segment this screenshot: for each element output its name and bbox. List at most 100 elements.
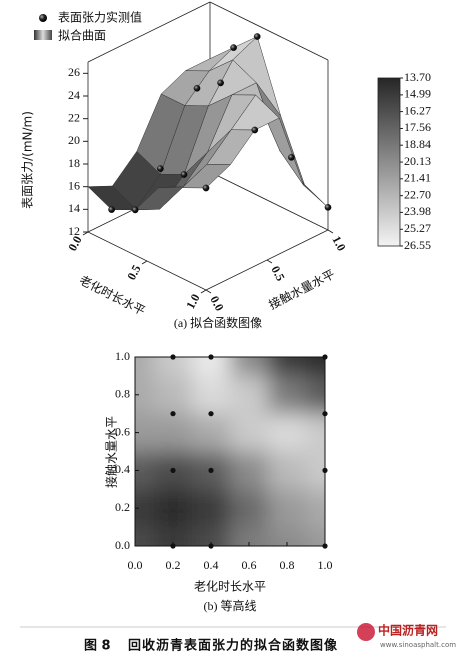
measured-point: [288, 153, 295, 161]
box-edge: [209, 1, 329, 61]
contour-cell: [268, 413, 306, 452]
contour-cell: [268, 451, 306, 490]
z-axis-label: 表面张力/(mN/m): [21, 111, 35, 209]
sample-point: [208, 467, 214, 473]
contour-cell: [192, 489, 230, 528]
contour-fill: [135, 357, 325, 546]
sample-point: [322, 354, 328, 360]
colorbar-tick-label: 21.41: [404, 171, 431, 185]
colorbar-tick-label: 14.99: [404, 87, 431, 101]
box-edge: [87, 1, 211, 63]
z-tick-label: 26: [68, 65, 80, 79]
subtitle: (a) 拟合函数图像: [174, 315, 262, 330]
colorbar-tick-label: 26.55: [404, 238, 431, 252]
measured-point: [180, 171, 188, 178]
surface-patch: [181, 164, 232, 189]
contour-cell: [230, 375, 268, 414]
contour-cell: [135, 527, 154, 546]
x-tick-label: 0.5: [124, 263, 143, 283]
watermark-url: www.sinoasphalt.com: [380, 641, 456, 649]
z-tick-label: 12: [68, 224, 80, 238]
sample-point: [170, 543, 176, 549]
colorbar-tick-label: 16.27: [404, 103, 431, 117]
contour-cell: [230, 357, 268, 376]
measured-point: [253, 33, 261, 40]
x-tick-label: 1.0: [183, 292, 202, 312]
y-tick: [327, 229, 334, 234]
x-tick-label: 0.8: [280, 558, 295, 572]
colorbar-tick-label: 18.84: [404, 137, 431, 151]
contour-cell: [192, 375, 230, 414]
contour-cell: [230, 413, 268, 452]
contour-cell: [192, 357, 230, 376]
z-tick-label: 24: [68, 88, 80, 102]
y-tick-label: 0.8: [115, 387, 130, 401]
contour-cell: [135, 357, 154, 376]
contour-cell: [192, 527, 230, 546]
x-tick: [200, 289, 207, 294]
contour-cell: [154, 413, 192, 452]
contour-cell: [268, 375, 306, 414]
z-tick-label: 16: [68, 178, 80, 192]
colorbar-tick-label: 22.70: [404, 187, 431, 201]
contour-cell: [230, 527, 268, 546]
contour-cell: [268, 489, 306, 528]
legend-label: 拟合曲面: [58, 28, 106, 43]
watermark-logo: [357, 623, 375, 641]
figure-title: 回收沥青表面张力的拟合函数图像: [128, 638, 338, 654]
colorbar-tick-label: 13.70: [404, 70, 431, 84]
y-tick-label: 0.5: [268, 264, 287, 284]
sample-point: [208, 411, 214, 417]
colorbar-tick-label: 17.56: [404, 120, 431, 134]
y-tick-label: 0.4: [115, 462, 130, 476]
x-tick-label: 0.0: [128, 558, 143, 572]
contour-cell: [268, 527, 306, 546]
measured-point: [108, 206, 115, 213]
y-tick-label: 0.2: [115, 500, 130, 514]
x-tick-label: 0.0: [65, 234, 84, 254]
y-axis-label: 接触水量水平: [104, 416, 119, 488]
measured-point: [230, 44, 237, 51]
contour-cell: [192, 413, 230, 452]
sample-point: [170, 467, 176, 473]
plot-frame: [134, 356, 326, 547]
y-tick-label: 1.0: [115, 349, 130, 363]
sample-point: [170, 411, 176, 417]
contour-cell: [135, 451, 154, 490]
contour-cell: [154, 375, 192, 414]
contour-cell: [230, 451, 268, 490]
y-tick-label: 1.0: [329, 234, 348, 254]
colorbar-tick-label: 23.98: [404, 204, 431, 218]
y-tick-label: 0.6: [115, 424, 130, 438]
contour-cell: [154, 357, 192, 376]
contour-cell: [306, 527, 325, 546]
colorbar-tick-label: 20.13: [404, 154, 431, 168]
contour-cell: [306, 357, 325, 376]
contour-cell: [306, 413, 325, 452]
x-tick: [141, 260, 148, 265]
measured-point: [202, 184, 210, 192]
measured-point: [157, 165, 164, 172]
y-tick-label: 0.0: [207, 294, 226, 314]
sample-point: [322, 543, 328, 549]
measured-point: [193, 84, 201, 92]
z-tick-label: 20: [68, 133, 80, 147]
contour-cell: [154, 489, 192, 528]
sample-point: [208, 543, 214, 549]
sample-point: [322, 411, 328, 417]
x-tick-label: 1.0: [318, 558, 333, 572]
contour-cell: [306, 451, 325, 490]
contour-cell: [306, 489, 325, 528]
box-edge: [209, 171, 329, 231]
x-tick: [82, 231, 89, 236]
contour-cell: [135, 413, 154, 452]
x-tick-label: 0.4: [204, 558, 219, 572]
measured-point: [251, 126, 259, 134]
x-axis-label: 老化时长水平: [194, 580, 266, 594]
contour-cell: [268, 357, 306, 376]
contour-cell: [230, 489, 268, 528]
figure-label: 图 8: [84, 639, 111, 654]
measured-point: [217, 79, 224, 87]
y-tick: [205, 289, 212, 294]
y-tick-label: 0.0: [115, 538, 130, 552]
